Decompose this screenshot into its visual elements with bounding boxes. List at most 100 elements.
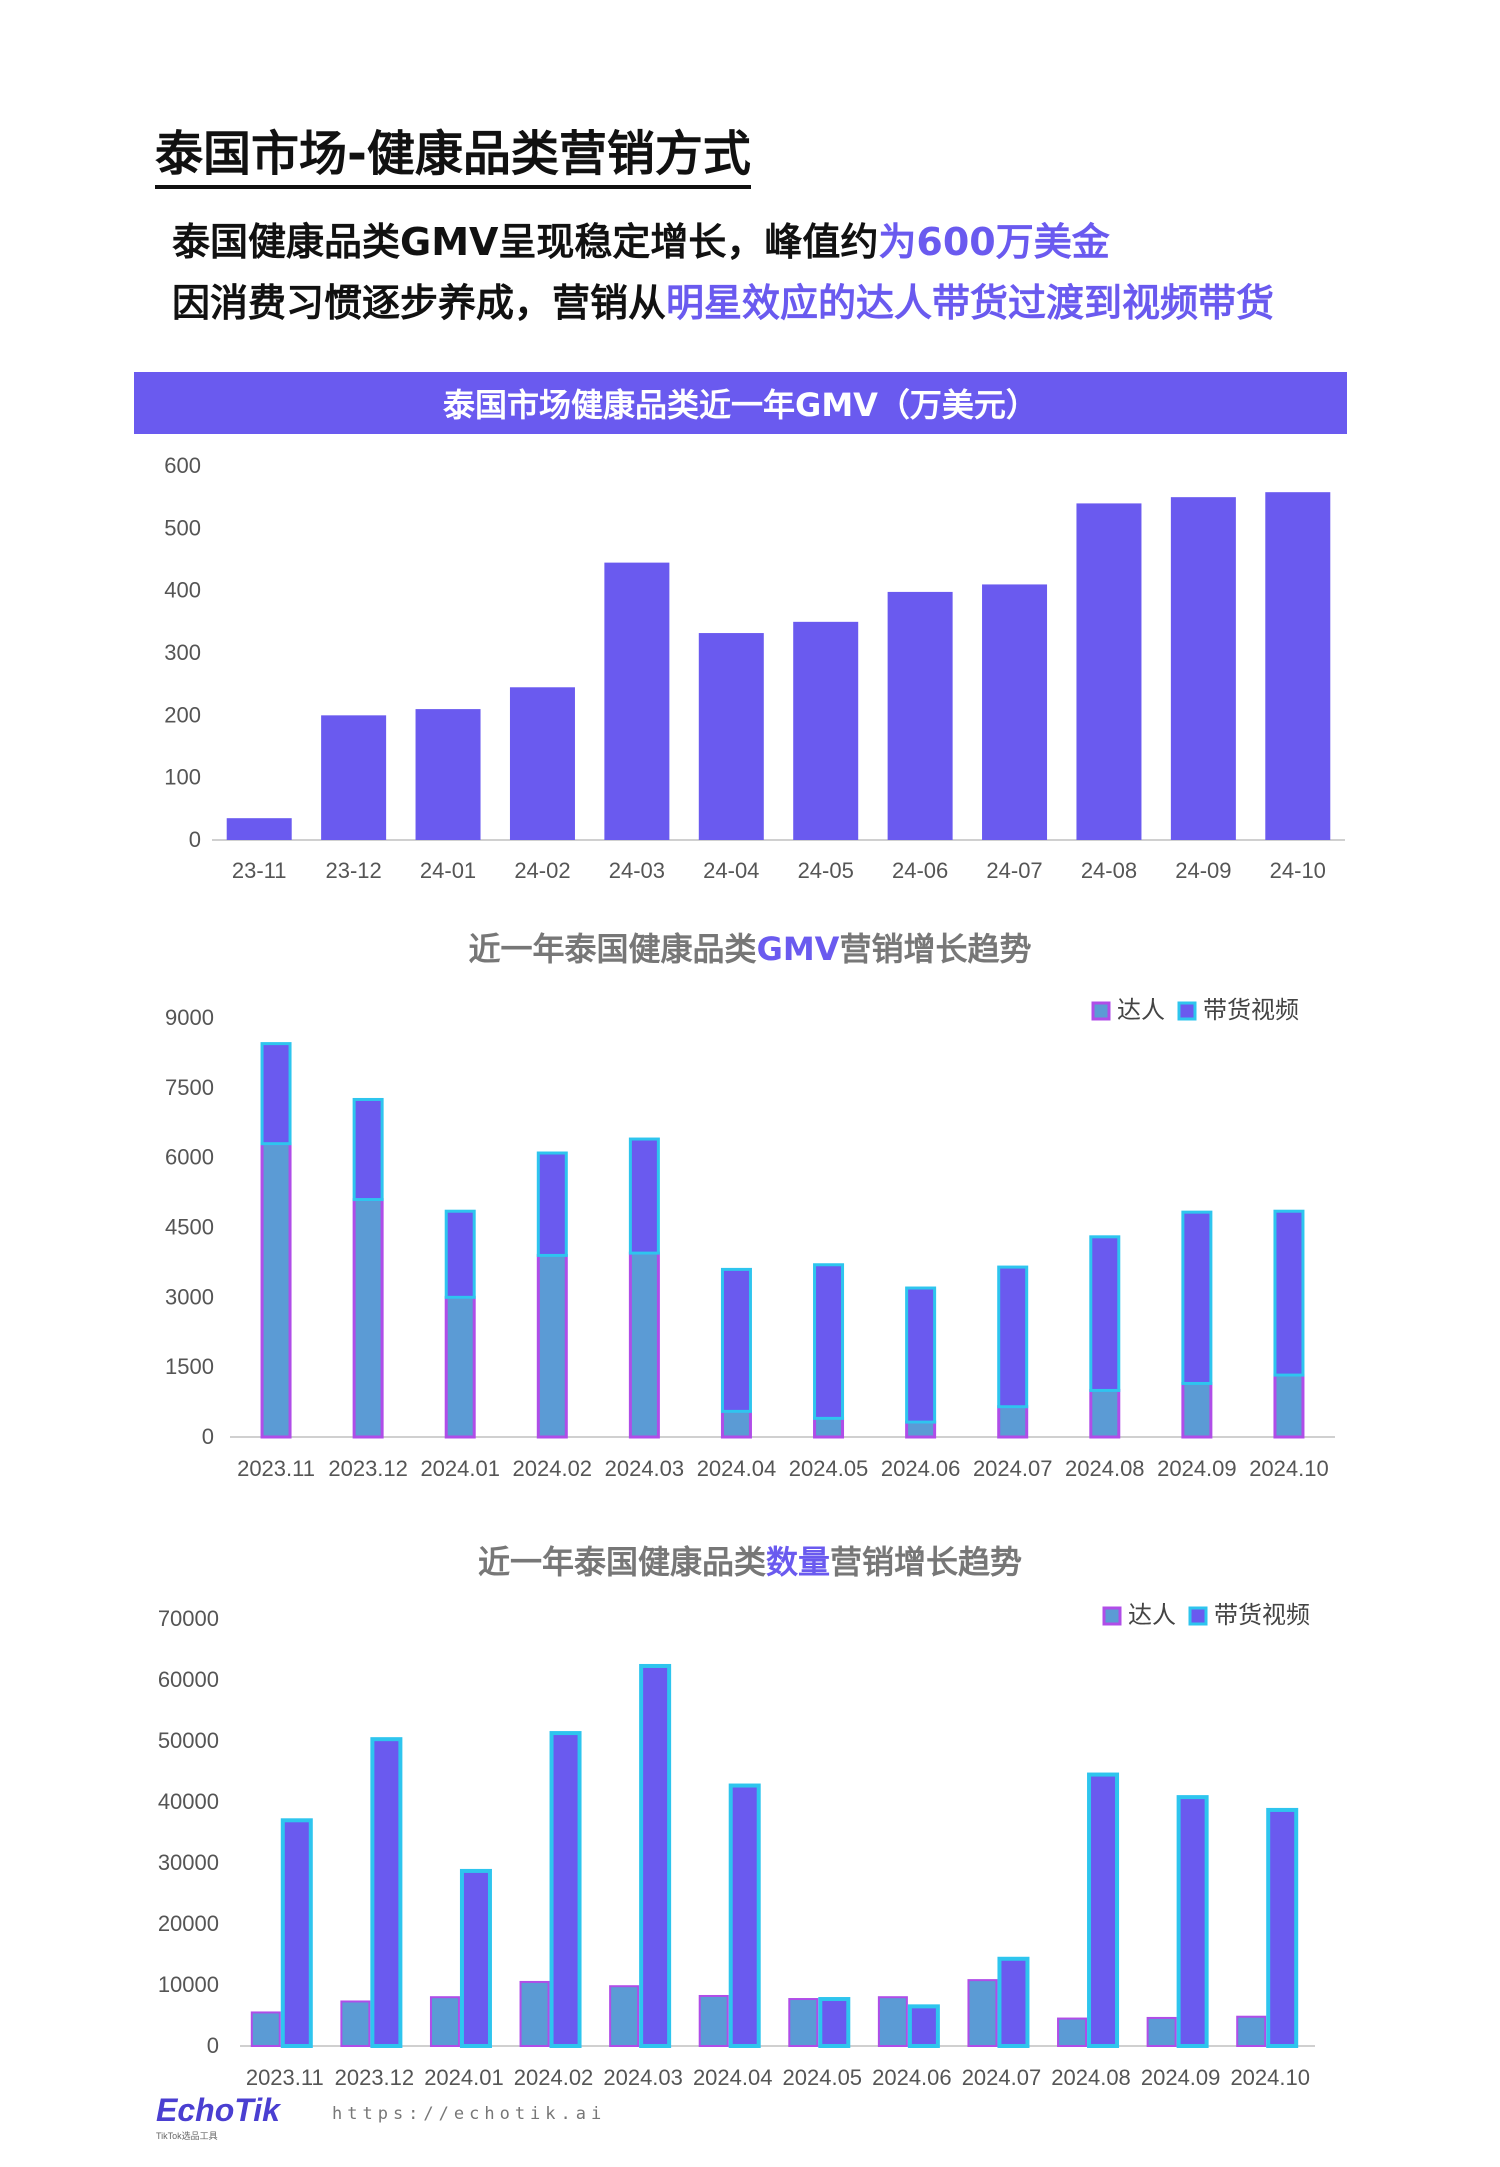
y-tick-label: 300 (164, 640, 201, 665)
x-tick-label: 24-05 (798, 858, 854, 883)
x-tick-label: 24-01 (420, 858, 476, 883)
bar-video (813, 1263, 845, 1420)
bar (1076, 503, 1142, 840)
x-tick-label: 2024.02 (514, 2065, 594, 2090)
bar-video (1273, 1209, 1305, 1377)
y-tick-label: 4500 (165, 1215, 214, 1240)
y-tick-label: 600 (164, 453, 201, 478)
bar-video (536, 1151, 568, 1257)
y-tick-label: 500 (164, 515, 201, 540)
bar-kol (788, 1998, 819, 2047)
bar-video (997, 1265, 1029, 1409)
bar-video (1176, 1795, 1209, 2048)
bar-kol (628, 1251, 660, 1439)
bar-kol (352, 1198, 384, 1439)
bar-video (1089, 1235, 1121, 1392)
bar-kol (444, 1295, 476, 1439)
bar-video (370, 1737, 403, 2048)
x-tick-label: 2024.02 (513, 1456, 593, 1481)
bar (793, 621, 859, 840)
bar-video (260, 1042, 292, 1146)
x-tick-label: 2024.03 (603, 2065, 683, 2090)
bar-kol (877, 1996, 908, 2048)
bar-video (1181, 1210, 1213, 1385)
bar-video (549, 1731, 582, 2048)
bar (415, 709, 481, 840)
bar (1170, 497, 1236, 840)
bar-kol (1089, 1388, 1121, 1439)
chart2-title-pre: 近一年泰国健康品类 (468, 930, 757, 968)
x-tick-label: 2024.08 (1065, 1456, 1145, 1481)
bar-video (720, 1267, 752, 1413)
bar-video (444, 1209, 476, 1299)
x-tick-label: 2023.12 (328, 1456, 408, 1481)
x-tick-label: 24-08 (1081, 858, 1137, 883)
y-tick-label: 40000 (158, 1789, 219, 1814)
footer-url: https://echotik.ai (332, 2104, 607, 2124)
chart2-title-post: 营销增长趋势 (839, 930, 1032, 968)
legend-swatch-video (1177, 1001, 1197, 1021)
x-tick-label: 2024.10 (1249, 1456, 1329, 1481)
y-tick-label: 0 (202, 1424, 214, 1449)
legend-swatch-kol (1102, 1606, 1122, 1626)
bar-kol (997, 1405, 1029, 1439)
x-tick-label: 2024.07 (962, 2065, 1042, 2090)
bar (321, 715, 387, 840)
bar-video (907, 2004, 940, 2049)
bar (698, 633, 764, 840)
bar (604, 562, 670, 840)
x-tick-label: 2024.04 (697, 1456, 777, 1481)
bar-kol (519, 1980, 550, 2048)
bar-kol (967, 1979, 998, 2047)
x-tick-label: 2024.04 (693, 2065, 773, 2090)
x-tick-label: 24-07 (986, 858, 1042, 883)
legend-label-video: 带货视频 (1203, 997, 1299, 1024)
gmv-bar-chart: 0 100 200 300 400 500 600 23-11 23-12 24-01 24-02 2… (164, 453, 1345, 883)
y-tick-label: 20000 (158, 1911, 219, 1936)
chart3-title-post: 营销增长趋势 (830, 1543, 1023, 1581)
bar-kol (905, 1420, 937, 1439)
legend-label-kol: 达人 (1117, 997, 1165, 1024)
legend-label-video: 带货视频 (1214, 1602, 1310, 1629)
x-tick-label: 2024.09 (1157, 1456, 1237, 1481)
bar (509, 687, 575, 840)
bar-video (728, 1783, 761, 2048)
x-tick-label: 24-02 (514, 858, 570, 883)
bar-kol (1236, 2015, 1267, 2048)
legend-swatch-kol (1091, 1001, 1111, 1021)
bar-video (1087, 1772, 1120, 2049)
bar-kol (536, 1253, 568, 1439)
chart2-title-highlight: GMV (756, 930, 840, 968)
y-tick-label: 60000 (158, 1667, 219, 1692)
bar-video (639, 1663, 672, 2048)
bar-video (905, 1286, 937, 1424)
count-marketing-grouped-chart: 0 10000 20000 30000 40000 50000 60000 70000 2023… (158, 1602, 1315, 2090)
y-tick-label: 50000 (158, 1728, 219, 1753)
bar (887, 591, 953, 840)
x-tick-label: 2024.03 (605, 1456, 685, 1481)
legend-swatch-video (1188, 1606, 1208, 1626)
bar-kol (1181, 1381, 1213, 1439)
bar-video (352, 1097, 384, 1202)
x-tick-label: 2023.12 (335, 2065, 415, 2090)
y-tick-label: 100 (164, 765, 201, 790)
subtitle-line-2: 因消费习惯逐步养成，营销从明星效应的达人带货过渡到视频带货 (172, 282, 1274, 325)
bar-kol (698, 1994, 729, 2048)
bar-kol (813, 1416, 845, 1439)
bar-video (1266, 1807, 1299, 2048)
bar (226, 818, 292, 840)
chart3-title: 近一年泰国健康品类数量营销增长趋势 (0, 1537, 1500, 1583)
bar-video (818, 1997, 851, 2048)
bar-kol (260, 1142, 292, 1439)
logo-subtext: TikTok选品工具 (156, 2131, 218, 2141)
bar-video (997, 1956, 1030, 2048)
x-tick-label: 2024.06 (881, 1456, 961, 1481)
x-tick-label: 2023.11 (246, 2065, 324, 2090)
page-title: 泰国市场-健康品类营销方式 (155, 128, 751, 189)
bar-kol (609, 1985, 640, 2047)
bar (982, 584, 1048, 840)
x-tick-label: 24-10 (1270, 858, 1326, 883)
x-tick-label: 2024.01 (420, 1456, 500, 1481)
y-tick-label: 200 (164, 702, 201, 727)
subtitle-1-highlight: 为600万美金 (878, 220, 1110, 264)
